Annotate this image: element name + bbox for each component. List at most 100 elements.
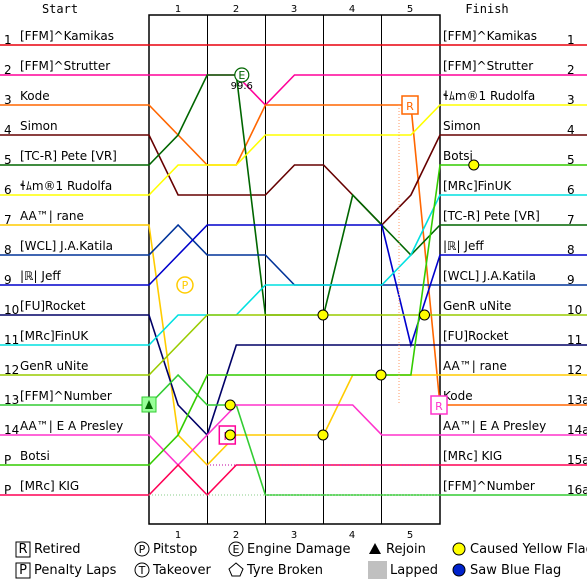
legend-label: Takeover	[152, 563, 211, 578]
start-position-label: 7	[4, 213, 12, 227]
retired-marker-label: R	[435, 400, 443, 413]
legend-icon-letter: P	[139, 543, 146, 556]
start-position-label: P	[4, 453, 11, 467]
finish-position-label: 14a	[567, 423, 587, 437]
finish-driver-label: Kode	[443, 389, 473, 403]
start-driver-label: [FFM]^Kamikas	[20, 29, 114, 43]
finish-driver-label: [MRc]FinUK	[443, 179, 512, 193]
yellow-flag-marker	[317, 429, 329, 441]
yellow-flag-marker	[468, 159, 480, 171]
start-position-label: 12	[4, 363, 19, 377]
finish-driver-label: [WCL] J.A.Katila	[443, 269, 536, 283]
finish-position-label: 8	[567, 243, 575, 257]
retired-marker-label: R	[406, 100, 414, 113]
start-position-label: 8	[4, 243, 12, 257]
legend-icon-circle	[134, 562, 150, 578]
legend-label: Caused Yellow Flag	[470, 542, 587, 557]
lap-label-top: 1	[175, 4, 181, 15]
retired-marker	[401, 95, 419, 115]
legend-icon-pentagon	[228, 562, 244, 577]
finish-position-label: 16a	[567, 483, 587, 497]
lap-label-bottom: 2	[233, 530, 239, 541]
series-line	[0, 104, 587, 196]
start-header: Start	[42, 2, 78, 16]
legend-label: Engine Damage	[247, 542, 351, 557]
yellow-flag-marker	[375, 369, 387, 381]
finish-driver-label: ɬﾑm®1 Rudolfa	[443, 89, 535, 103]
legend-icon-circle	[228, 541, 244, 557]
engine-damage-marker	[234, 67, 250, 83]
pitstop-marker-label: P	[182, 279, 189, 292]
finish-driver-label: [FFM]^Number	[443, 479, 535, 493]
start-position-label: 5	[4, 153, 12, 167]
legend-icon-dot	[452, 563, 466, 577]
start-driver-label: [FFM]^Number	[20, 389, 112, 403]
start-driver-label: [MRc]FinUK	[20, 329, 89, 343]
finish-driver-label: [FFM]^Strutter	[443, 59, 533, 73]
series-line	[0, 74, 587, 107]
engine-damage-marker-label: E	[238, 69, 245, 82]
start-position-label: 14	[4, 423, 19, 437]
legend-label: Retired	[34, 542, 80, 557]
legend-icon-dot	[452, 542, 466, 556]
finish-position-label: 1	[567, 33, 575, 47]
legend: R Retired P Pitstop E Engine Damage Rejoin Caus…	[15, 541, 587, 579]
finish-position-label: 9	[567, 273, 575, 287]
legend-icon-circle	[134, 541, 150, 557]
legend-icon-letter: E	[233, 543, 240, 556]
finish-header: Finish	[465, 2, 508, 16]
series-lines	[0, 44, 587, 497]
legend-label: Tyre Broken	[246, 563, 323, 578]
yellow-flag-marker	[224, 399, 236, 411]
start-position-label: 4	[4, 123, 12, 137]
start-position-label: 10	[4, 303, 19, 317]
legend-label: Pitstop	[153, 542, 197, 557]
start-driver-label: |ℝ| Jeff	[20, 269, 61, 283]
start-driver-label: ɬﾑm®1 Rudolfa	[20, 179, 112, 193]
yellow-flag-marker	[317, 309, 329, 321]
finish-position-label: 2	[567, 63, 575, 77]
start-position-label: 9	[4, 273, 12, 287]
start-driver-label: Botsi	[20, 449, 50, 463]
legend-label: Penalty Laps	[34, 563, 117, 578]
finish-driver-label: |ℝ| Jeff	[443, 239, 484, 253]
start-driver-label: GenR uNite	[20, 359, 88, 373]
finish-position-label: 11	[567, 333, 582, 347]
start-driver-label: [FFM]^Strutter	[20, 59, 110, 73]
finish-position-label: 10	[567, 303, 582, 317]
start-driver-label: Simon	[20, 119, 58, 133]
lap-label-bottom: 4	[349, 530, 355, 541]
lap-label-top: 3	[291, 4, 297, 15]
series-line	[0, 134, 587, 227]
finish-position-label: 6	[567, 183, 575, 197]
legend-label: Rejoin	[386, 542, 426, 557]
finish-driver-label: [MRc] KIG	[443, 449, 502, 463]
legend-icon-swatch	[368, 561, 387, 579]
finish-driver-label: [FU]Rocket	[443, 329, 509, 343]
finish-driver-label: Botsi	[443, 149, 473, 163]
pitstop-marker	[176, 276, 194, 294]
legend-icon-box	[15, 562, 31, 579]
start-position-label: P	[4, 483, 11, 497]
plot-grid: 1 1 2 2 3 3 4 4 5 5	[148, 4, 441, 541]
start-position-label: 2	[4, 63, 12, 77]
start-position-label: 3	[4, 93, 12, 107]
lap-label-top: 4	[349, 4, 355, 15]
start-position-label: 1	[4, 33, 12, 47]
start-driver-label: [FU]Rocket	[20, 299, 86, 313]
legend-icon-box	[15, 541, 31, 558]
driver-labels: Start Finish [FFM]^Kamikas 1 [FFM]^Strutter 2…	[4, 2, 587, 497]
finish-position-label: 7	[567, 213, 575, 227]
finish-driver-label: AA™| rane	[443, 359, 507, 373]
finish-driver-label: AA™| E A Presley	[443, 419, 546, 433]
series-line	[0, 314, 587, 376]
yellow-flag-marker	[224, 429, 236, 441]
series-line	[0, 314, 587, 437]
lap-label-bottom: 1	[175, 530, 181, 541]
finish-position-label: 5	[567, 153, 575, 167]
finish-position-label: 15a	[567, 453, 587, 467]
finish-position-label: 13a	[567, 393, 587, 407]
finish-position-label: 12	[567, 363, 582, 377]
start-position-label: 13	[4, 393, 19, 407]
